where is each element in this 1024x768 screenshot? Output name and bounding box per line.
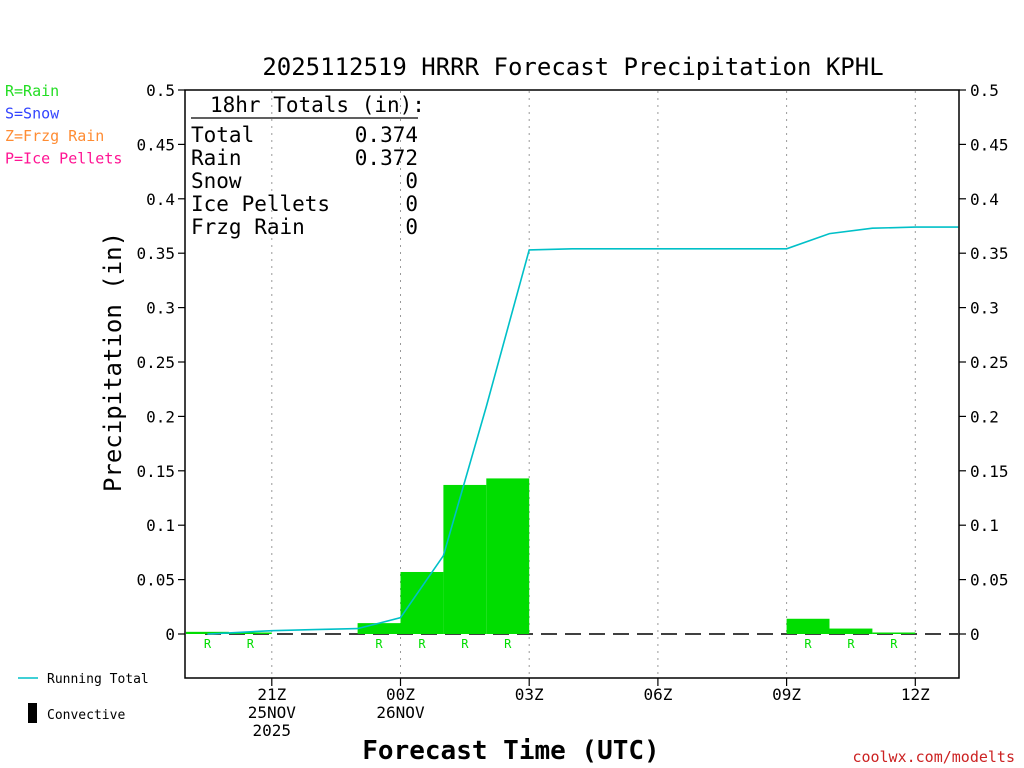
y-tick-label-right: 0.05 — [970, 571, 1009, 590]
y-tick-label-left: 0.35 — [136, 244, 175, 263]
precip-type-mark: R — [204, 637, 212, 651]
type-legend-item: R=Rain — [5, 82, 59, 100]
precip-type-mark: R — [504, 637, 512, 651]
totals-rows: Total 0.374 Rain 0.372 Snow 0 Ice Pellets 0 Frzg… — [191, 123, 418, 239]
totals-row-value: 0 — [405, 192, 418, 216]
precip-bar — [443, 484, 487, 634]
y-tick-label-left: 0.4 — [146, 190, 175, 209]
totals-row-label: Frzg Rain — [191, 215, 305, 239]
precip-type-mark: R — [418, 637, 426, 651]
plot-frame — [184, 89, 960, 679]
y-tick-label-left: 0.3 — [146, 299, 175, 318]
precip-bar — [786, 618, 830, 634]
y-tick-label-right: 0.5 — [970, 81, 999, 100]
x-tick-label: 12Z — [901, 685, 930, 704]
precip-type-legend: R=Rain S=Snow Z=Frzg Rain P=Ice Pellets — [5, 82, 122, 168]
x-tick-label: 25NOV — [248, 703, 297, 722]
totals-box: 18hr Totals (in): Total 0.374 Rain 0.372 Sno… — [191, 93, 425, 239]
totals-row-label: Rain — [191, 146, 242, 170]
precip-bar — [357, 623, 401, 634]
chart-title: 2025112519 HRRR Forecast Precipitation K… — [262, 53, 883, 81]
precip-type-mark: R — [890, 637, 898, 651]
precip-bar — [186, 631, 229, 634]
totals-row-value: 0 — [405, 169, 418, 193]
precip-bar — [872, 632, 916, 634]
totals-row-label: Total — [191, 123, 254, 147]
precip-bar — [829, 628, 873, 634]
x-tick-label: 00Z — [386, 685, 415, 704]
x-tick-label: 09Z — [772, 685, 801, 704]
totals-row-value: 0.372 — [355, 146, 418, 170]
totals-row-value: 0.374 — [355, 123, 418, 147]
y-tick-label-left: 0.05 — [136, 571, 175, 590]
y-tick-label-right: 0.2 — [970, 407, 999, 426]
precip-type-mark: R — [461, 637, 469, 651]
precip-type-mark: R — [247, 637, 255, 651]
y-tick-label-right: 0.35 — [970, 244, 1009, 263]
credit-text: coolwx.com/modelts — [852, 748, 1015, 766]
running-total-line — [207, 226, 959, 635]
totals-row-value: 0 — [405, 215, 418, 239]
totals-row-label: Snow — [191, 169, 242, 193]
y-tick-label-right: 0.4 — [970, 190, 999, 209]
y-tick-label-right: 0.1 — [970, 516, 999, 535]
convective-legend-swatch — [28, 703, 37, 723]
running-total-legend-label: Running Total — [47, 672, 149, 687]
x-tick-label: 2025 — [253, 721, 292, 740]
series-legend: Running Total Convective — [18, 672, 149, 723]
x-tick-label: 03Z — [515, 685, 544, 704]
y-tick-label-right: 0 — [970, 625, 980, 644]
x-tick-label: 06Z — [643, 685, 672, 704]
x-axis-label: Forecast Time (UTC) — [362, 736, 659, 766]
precip-bar — [228, 632, 272, 634]
y-tick-label-left: 0.25 — [136, 353, 175, 372]
precip-type-mark: R — [804, 637, 812, 651]
type-legend-item: P=Ice Pellets — [5, 150, 122, 168]
y-tick-label-right: 0.25 — [970, 353, 1009, 372]
x-tick-label: 26NOV — [376, 703, 425, 722]
y-axis-ticks: 0 00.05 0.050.1 0.10.15 0.150.2 0.20.25 0.250.… — [136, 81, 1008, 644]
y-axis-label: Precipitation (in) — [99, 232, 127, 492]
totals-header: 18hr Totals (in): — [210, 93, 425, 117]
type-legend-item: Z=Frzg Rain — [5, 127, 104, 145]
y-tick-label-right: 0.45 — [970, 135, 1009, 154]
precip-bar — [486, 478, 530, 634]
convective-legend-label: Convective — [47, 708, 125, 723]
precip-bar — [400, 571, 444, 634]
totals-row-label: Ice Pellets — [191, 192, 330, 216]
x-tick-label: 21Z — [257, 685, 286, 704]
precip-type-mark: R — [847, 637, 855, 651]
y-tick-label-left: 0.2 — [146, 407, 175, 426]
y-tick-label-left: 0.45 — [136, 135, 175, 154]
type-legend-item: S=Snow — [5, 105, 60, 123]
y-tick-label-right: 0.15 — [970, 462, 1009, 481]
y-tick-label-left: 0.15 — [136, 462, 175, 481]
bars — [186, 478, 916, 634]
y-tick-label-left: 0 — [165, 625, 175, 644]
y-tick-label-left: 0.5 — [146, 81, 175, 100]
y-tick-label-left: 0.1 — [146, 516, 175, 535]
precip-type-mark: R — [375, 637, 383, 651]
y-tick-label-right: 0.3 — [970, 299, 999, 318]
gridlines — [205, 91, 958, 677]
